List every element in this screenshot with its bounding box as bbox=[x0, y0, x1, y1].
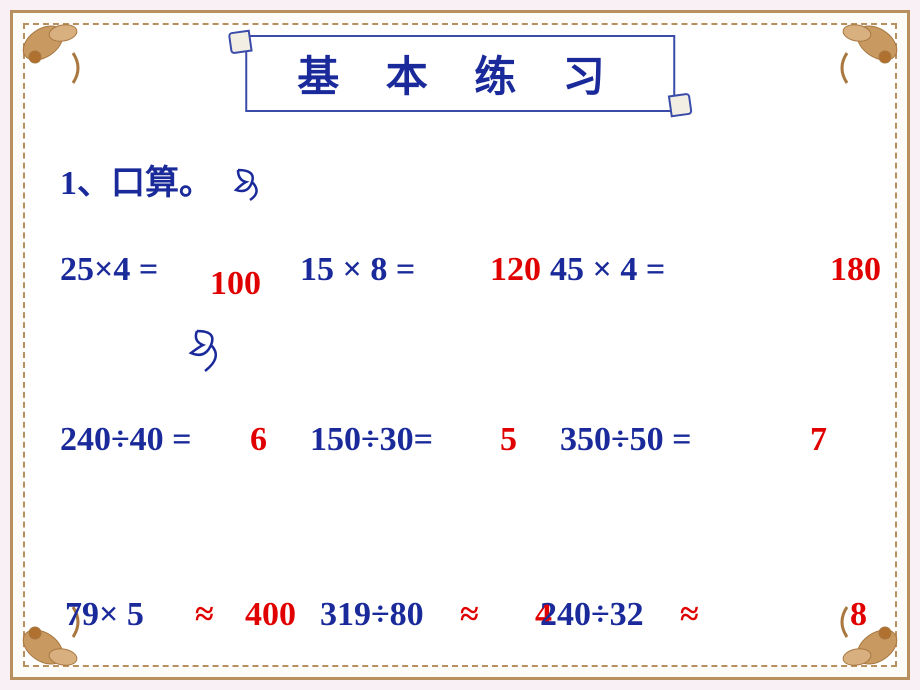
problem-row: 79× 5≈400319÷80≈4240÷32≈8 bbox=[60, 596, 860, 676]
corner-ornament-tl bbox=[13, 13, 93, 93]
problem-row: 25×4 =10015 × 8 =12045 × 4 =180 bbox=[60, 251, 860, 331]
problems-container: 25×4 =10015 × 8 =12045 × 4 =180240÷40 =6… bbox=[60, 251, 860, 491]
slide-inner-border: 基 本 练 习 1、口算。 25×4 = 100 15 × 8 = 12045 × 4… bbox=[23, 23, 897, 667]
problem-answer: 6 bbox=[250, 421, 267, 459]
problem-question: 319÷80 bbox=[320, 596, 424, 634]
corner-ornament-tr bbox=[827, 13, 907, 93]
problem-answer: 8 bbox=[850, 596, 867, 634]
problem-answer: 7 bbox=[810, 421, 827, 459]
problem-question: 25×4 = bbox=[60, 251, 158, 289]
problem-answer: 400 bbox=[245, 596, 296, 634]
heading-text: 1、口算。 bbox=[60, 165, 213, 202]
exercise-heading: 1、口算。 bbox=[60, 155, 860, 211]
problem-answer: 5 bbox=[500, 421, 517, 459]
problem-answer: 120 bbox=[490, 251, 541, 289]
problem-question: 79× 5 bbox=[65, 596, 144, 634]
problem-question: 45 × 4 = bbox=[550, 251, 665, 289]
problem-question: 15 × 8 = bbox=[300, 251, 415, 289]
slide-outer-border: 基 本 练 习 1、口算。 25×4 = 100 15 × 8 = 12045 × 4… bbox=[10, 10, 910, 680]
title-scroll: 基 本 练 习 bbox=[245, 35, 675, 112]
problem-answer: 100 bbox=[210, 265, 261, 303]
approx-sign: ≈ bbox=[680, 596, 699, 634]
problem-row: 240÷40 = 6 150÷30= 5 350÷50 = 7 bbox=[60, 421, 860, 501]
problem-answer: 180 bbox=[830, 251, 881, 289]
problem-question: 350÷50 = bbox=[560, 421, 692, 459]
swirl-icon bbox=[228, 162, 268, 211]
approx-sign: ≈ bbox=[195, 596, 214, 634]
content-area: 1、口算。 25×4 =10015 × 8 =12045 × 4 =180240… bbox=[60, 155, 860, 491]
approx-sign: ≈ bbox=[460, 596, 479, 634]
problem-question: 240÷40 = bbox=[60, 421, 192, 459]
swirl-icon-2 bbox=[185, 325, 229, 380]
problem-question: 240÷32 bbox=[540, 596, 644, 634]
problem-question: 150÷30= bbox=[310, 421, 433, 459]
title-text: 基 本 练 习 bbox=[297, 55, 623, 101]
